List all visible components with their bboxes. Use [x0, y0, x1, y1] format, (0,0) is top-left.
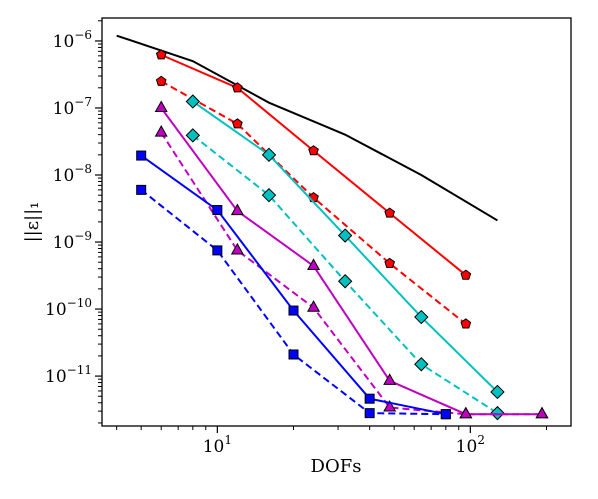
data-point-diamond [337, 274, 353, 289]
data-point-diamond [490, 384, 505, 400]
data-point-pentagon [232, 82, 243, 93]
data-point-pentagon [384, 257, 396, 268]
series-line [160, 132, 542, 416]
data-point-square [364, 393, 375, 404]
data-point-triangle [383, 399, 397, 412]
data-point-square [440, 409, 451, 420]
y-tick-label: 10−8 [53, 162, 92, 186]
data-point-diamond [337, 228, 353, 243]
x-axis-label: DOFs [311, 456, 362, 477]
y-tick-label: 10−11 [45, 363, 92, 387]
x-tick-label: 102 [456, 433, 485, 457]
series-8 [136, 184, 451, 420]
data-point-square [212, 205, 223, 216]
y-tick-label: 10−9 [53, 229, 92, 253]
series-0 [116, 34, 498, 222]
series-line [140, 154, 447, 416]
data-point-triangle [535, 406, 549, 419]
y-tick-label: 10−7 [53, 95, 92, 119]
data-point-square [364, 408, 375, 419]
data-point-triangle [307, 300, 321, 312]
data-point-pentagon [155, 75, 167, 86]
data-point-triangle [230, 203, 244, 216]
data-point-pentagon [155, 49, 167, 60]
data-point-diamond [261, 147, 277, 163]
y-axis-label: ||ε||₁ [22, 202, 43, 243]
data-point-diamond [414, 309, 429, 325]
data-point-pentagon [308, 145, 319, 156]
data-point-triangle [459, 406, 473, 419]
data-point-square [288, 349, 299, 360]
data-point-pentagon [460, 318, 472, 329]
data-point-pentagon [460, 269, 472, 280]
data-point-triangle [154, 125, 168, 137]
series-line [160, 107, 542, 416]
series-6 [154, 125, 549, 419]
series-5 [154, 100, 549, 419]
data-point-triangle [307, 258, 321, 270]
plot-frame [101, 17, 572, 427]
series-3 [185, 94, 505, 400]
series-2 [155, 75, 472, 329]
data-point-diamond [490, 405, 505, 421]
y-tick-label: 10−10 [45, 296, 92, 320]
data-point-diamond [185, 128, 201, 143]
series-4 [185, 128, 505, 421]
data-point-pentagon [232, 118, 243, 129]
data-point-square [288, 305, 299, 316]
series-layer [116, 34, 549, 421]
series-1 [155, 49, 472, 280]
data-point-pentagon [384, 207, 396, 218]
data-point-square [136, 150, 147, 161]
x-tick-label: 101 [203, 433, 232, 457]
data-point-square [136, 184, 147, 195]
data-point-diamond [261, 187, 277, 203]
data-point-triangle [230, 242, 244, 255]
data-point-square [212, 245, 223, 256]
data-point-diamond [414, 357, 429, 372]
data-point-triangle [383, 373, 397, 385]
series-7 [136, 150, 451, 420]
y-tick-label: 10−6 [53, 28, 92, 52]
series-line [116, 34, 498, 222]
axes-layer: 101 102 10−11 10−10 10−9 10−8 10−7 10−6 [45, 20, 547, 457]
data-point-triangle [154, 100, 168, 113]
data-point-diamond [185, 94, 201, 109]
